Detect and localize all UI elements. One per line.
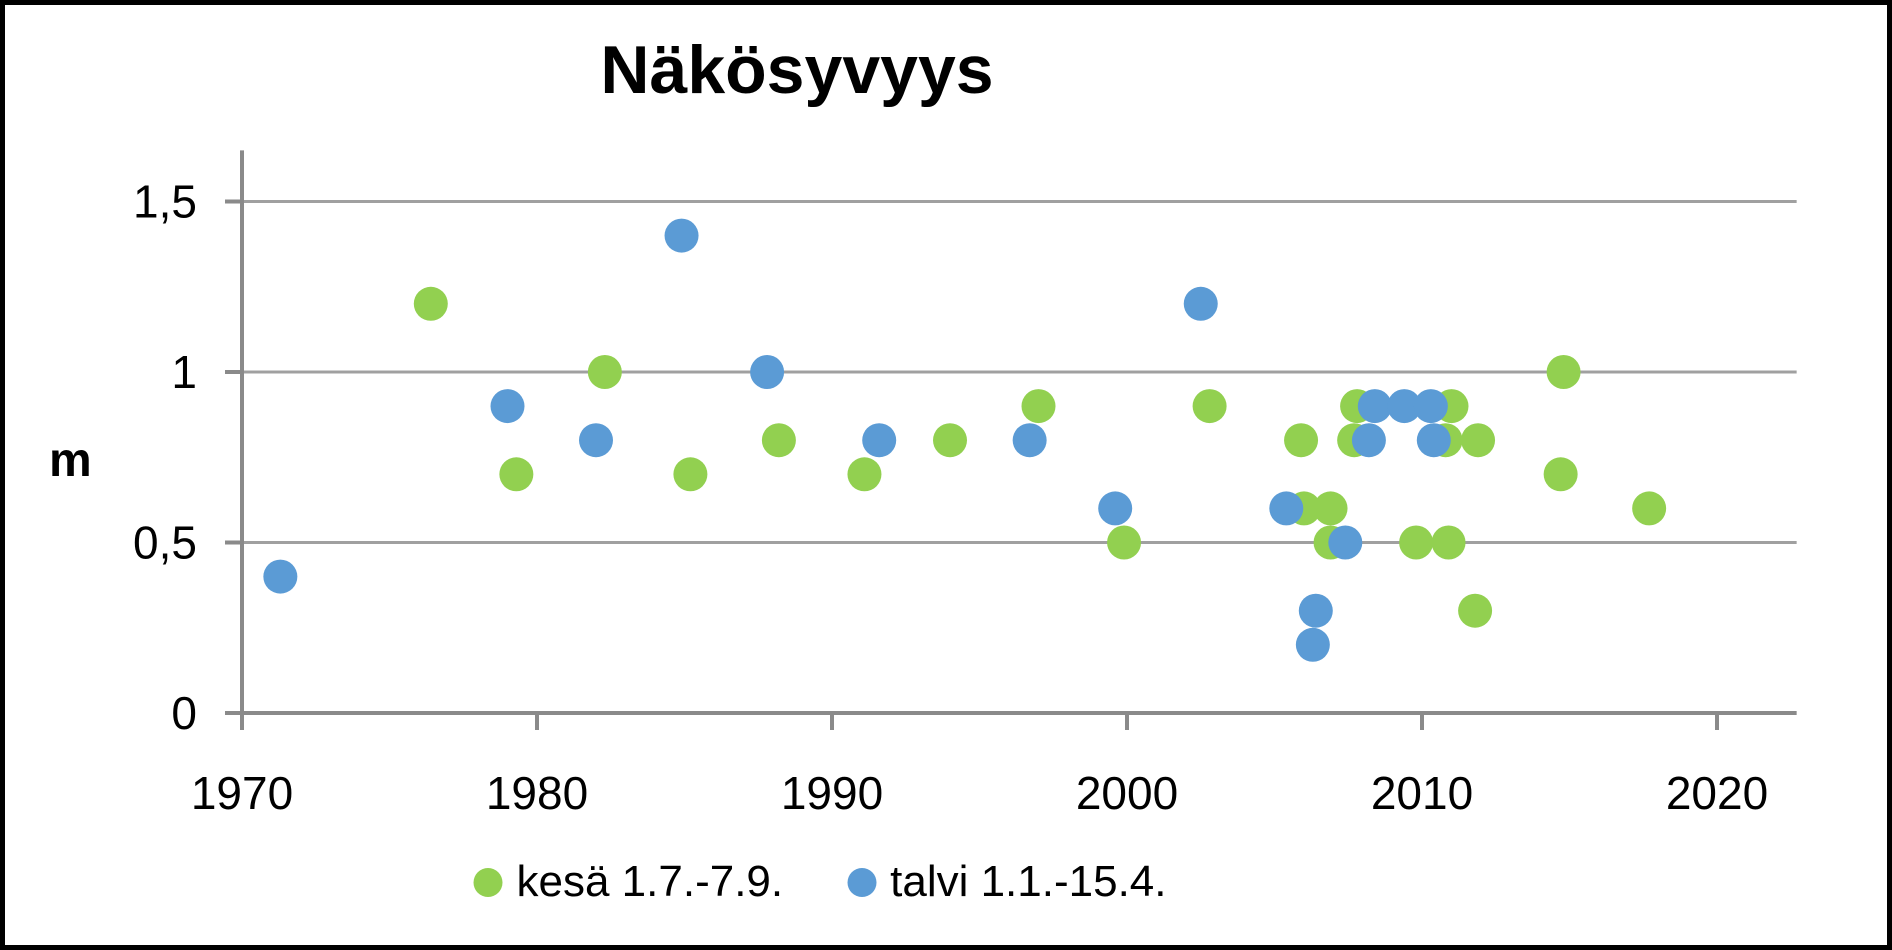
- data-point: [1295, 627, 1330, 662]
- data-point: [1298, 593, 1333, 628]
- data-point: [1632, 491, 1667, 526]
- data-point: [673, 457, 708, 492]
- x-tick-label: 2010: [1371, 767, 1473, 819]
- legend-label: kesä 1.7.-7.9.: [516, 857, 784, 906]
- x-tick-label: 1980: [486, 767, 588, 819]
- legend-item: talvi 1.1.-15.4.: [847, 857, 1166, 907]
- legend: kesä 1.7.-7.9. talvi 1.1.-15.4.: [473, 857, 1166, 907]
- data-point: [750, 355, 785, 389]
- data-point: [862, 423, 897, 458]
- data-point: [1269, 491, 1304, 526]
- data-point: [1107, 525, 1142, 560]
- data-point: [1543, 457, 1578, 492]
- x-tick-label: 1970: [191, 767, 293, 819]
- data-point: [1351, 423, 1386, 458]
- y-tick-label: 0: [171, 687, 197, 739]
- data-point: [1458, 593, 1493, 628]
- data-point: [847, 457, 882, 492]
- x-tick-label: 1990: [781, 767, 883, 819]
- data-point: [413, 286, 448, 321]
- data-point: [664, 218, 699, 253]
- data-point: [1357, 389, 1392, 424]
- x-tick-label: 2020: [1666, 767, 1768, 819]
- y-tick-label: 1,5: [133, 176, 197, 228]
- data-point: [761, 423, 796, 458]
- plot-area: 0 0,5 1 1,5 1970 1980 1990 2000 2010 2020: [133, 150, 1797, 819]
- y-tick-label: 1: [171, 346, 197, 398]
- data-point: [1387, 389, 1422, 424]
- data-point: [1284, 423, 1319, 458]
- data-point: [499, 457, 534, 492]
- legend-item: kesä 1.7.-7.9.: [473, 857, 784, 907]
- data-point: [587, 355, 622, 389]
- x-tick-label: 2000: [1076, 767, 1178, 819]
- data-point: [263, 559, 298, 594]
- data-point: [579, 423, 613, 458]
- y-axis-label: m: [49, 434, 92, 487]
- data-point: [1192, 389, 1227, 424]
- data-point: [1431, 525, 1466, 560]
- data-point: [933, 423, 967, 458]
- legend-label: talvi 1.1.-15.4.: [890, 857, 1167, 906]
- y-tick-label: 0,5: [133, 517, 197, 569]
- data-point: [1183, 286, 1218, 321]
- data-point: [1399, 525, 1434, 560]
- data-point: [1098, 491, 1133, 526]
- legend-marker-icon: [847, 867, 877, 897]
- chart-title: Näkösyvyys: [600, 32, 994, 108]
- data-point: [1313, 491, 1348, 526]
- data-point: [1328, 525, 1363, 560]
- data-point: [1416, 423, 1451, 458]
- data-point: [490, 389, 525, 424]
- legend-marker-icon: [473, 867, 503, 897]
- data-point: [1461, 423, 1496, 458]
- data-point: [1021, 389, 1056, 424]
- data-point: [1546, 355, 1581, 389]
- data-point: [1012, 423, 1047, 458]
- data-point: [1413, 389, 1448, 424]
